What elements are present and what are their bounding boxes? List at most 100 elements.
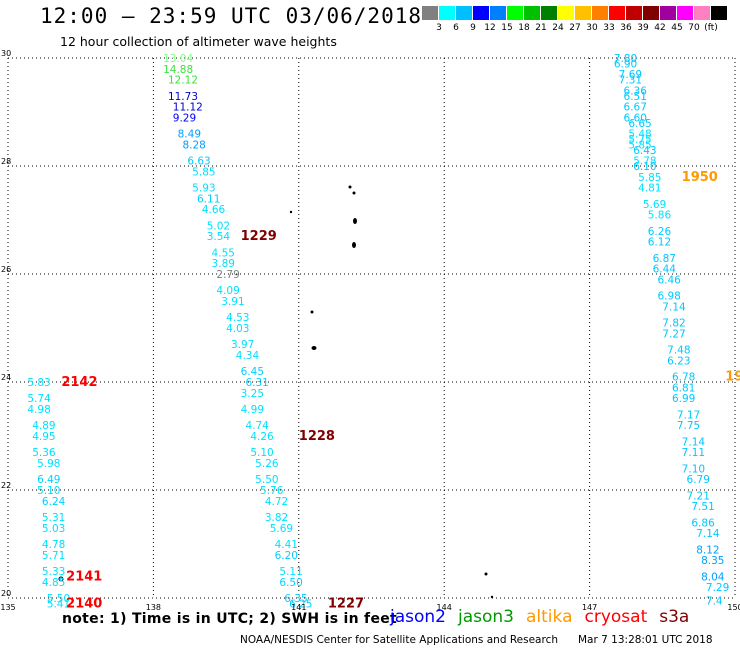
wave-height-value: 7.82 [662,318,685,330]
wave-height-value: 14.88 [163,64,193,76]
color-swatch [711,6,727,20]
wave-height-value: 3.25 [241,388,264,400]
wave-height-value: 2.79 [216,269,239,281]
wave-height-value: 5.50 [255,474,278,486]
color-swatch [660,6,676,20]
wave-height-value: 6.81 [672,382,695,394]
wave-height-value: 5.50 [47,593,70,605]
legend-item-jason2: jason2 [390,607,446,627]
color-scale-label: 45 [671,23,683,33]
wave-height-value: 6.31 [245,377,268,389]
wave-height-value: 6.49 [37,474,60,486]
wave-height-value: 5.85 [628,139,651,151]
wave-height-value: 6.23 [667,355,690,367]
map-subtitle: 12 hour collection of altimeter wave hei… [60,34,337,49]
note-text: note: 1) Time is in UTC; 2) SWH is in fe… [62,611,398,627]
wave-height-value: 6.67 [624,102,647,114]
wave-height-value: 6.24 [42,496,66,508]
color-swatch [473,6,489,20]
wave-height-value: 3.89 [212,258,235,270]
credit-timestamp: Mar 7 13:28:01 UTC 2018 [578,634,713,646]
legend-item-cryosat: cryosat [584,607,648,627]
satellite-legend: jason2 jason3 altika cryosat s3a [390,607,701,627]
pass-number-label: 2141 [66,569,102,584]
island-marker [289,210,293,214]
wave-height-value: 4.53 [226,312,249,324]
credit-org: NOAA/NESDIS Center for Satellite Applica… [240,634,558,646]
pass-number-label: 1950 [682,170,718,185]
wave-height-value: 4.26 [250,431,274,443]
wave-height-value: 5.76 [260,485,284,497]
lat-tick-label: 20 [1,589,11,598]
lat-tick-label: 28 [1,157,11,166]
wave-height-value: 4.95 [32,431,55,443]
wave-height-value: 7.21 [687,490,710,502]
wave-height-value: 5.85 [638,172,661,184]
lon-tick-label: 138 [146,603,161,612]
wave-height-value: 5.10 [250,447,273,459]
wave-height-value: 4.41 [275,539,298,551]
island-marker [348,185,352,189]
wave-height-value: 7.14 [682,436,706,448]
wave-height-value: 5.69 [643,199,666,211]
wave-height-value: 6.98 [657,291,680,303]
lat-tick-label: 24 [1,373,11,382]
color-scale-label: 30 [586,23,598,33]
wave-height-value: 5.03 [42,523,65,535]
wave-height-value: 5.85 [192,166,215,178]
color-scale-label: 18 [518,23,530,33]
island-marker [484,572,488,576]
color-swatch [592,6,608,20]
wave-height-value: 7.27 [662,328,685,340]
wave-height-value: 7.14 [662,301,686,313]
lat-tick-label: 30 [1,49,11,58]
color-swatch [575,6,591,20]
wave-height-value: 8.12 [696,544,719,556]
wave-height-value: 4.03 [226,323,249,335]
wave-height-value: 7.48 [667,345,690,357]
wave-height-value: 4.34 [236,350,260,362]
wave-height-value: 7.11 [682,447,705,459]
color-scale-label: 70 [688,23,700,33]
color-swatch [643,6,659,20]
wave-height-value: 13.04 [163,53,193,65]
color-scale-label: 39 [637,23,649,33]
wave-height-value: 12.12 [168,75,198,87]
lon-tick-label: 144 [437,603,452,612]
map-title: 12:00 – 23:59 UTC 03/06/2018 [40,4,423,28]
island-marker [311,346,317,350]
color-swatch [422,6,438,20]
color-swatch [558,6,574,20]
wave-height-value: 7.75 [677,420,700,432]
wave-height-value: 6.35 [284,593,307,605]
wave-height-value: 4.09 [216,285,239,297]
color-swatch [677,6,693,20]
color-swatch [541,6,557,20]
wave-height-value: 5.33 [42,566,65,578]
wave-height-value: 5.11 [279,566,302,578]
wave-height-value: 6.46 [657,274,681,286]
wave-height-value: 7.29 [706,582,729,594]
wave-height-value: 8.04 [701,571,725,583]
wave-height-value: 8.28 [182,139,205,151]
wave-height-value: 5.78 [633,156,656,168]
island-marker [353,218,357,224]
wave-height-value: 7.17 [677,409,700,421]
wave-height-value: 7.69 [619,69,642,81]
wave-height-value: 5.75 [628,134,651,146]
color-scale-label: 3 [436,23,442,33]
wave-height-value: 11.12 [173,102,203,114]
wave-height-value: 5.71 [42,550,65,562]
wave-height-value: 7.4 [706,596,723,608]
color-swatch [694,6,710,20]
wave-height-value: 7.10 [682,463,705,475]
color-scale-label: 21 [535,23,547,33]
pass-number-label: 2140 [66,596,102,611]
island-marker [490,595,494,599]
wave-height-value: 6.11 [197,193,220,205]
wave-height-value: 4.89 [32,420,55,432]
wave-height-value: 6.12 [648,237,671,249]
wave-height-value: 8.49 [178,129,201,141]
wave-height-value: 6.63 [187,156,210,168]
